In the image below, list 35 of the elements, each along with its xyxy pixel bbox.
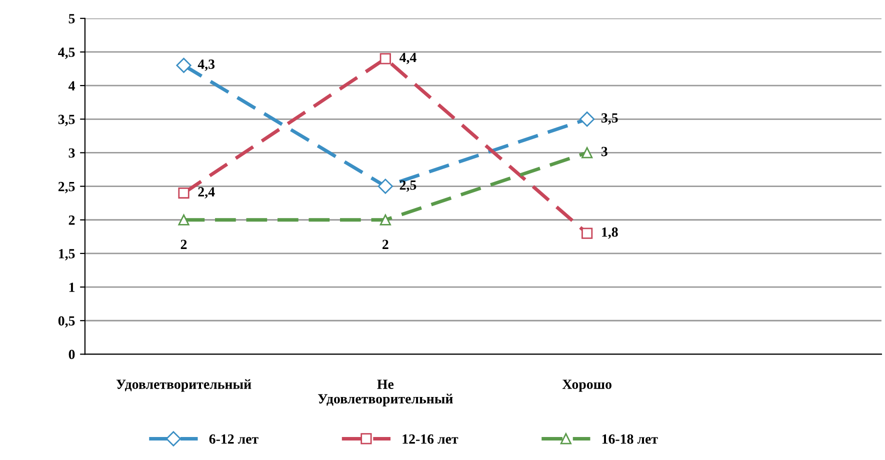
data-label: 4,3 bbox=[198, 60, 215, 71]
y-tick-label: 5 bbox=[68, 14, 75, 24]
legend-label: 12-16 лет bbox=[402, 434, 458, 444]
data-label: 3,5 bbox=[601, 113, 618, 125]
data-label: 1,8 bbox=[602, 227, 618, 239]
x-tick-label: Не Удовлетворительный bbox=[318, 380, 453, 406]
y-tick-label: 1 bbox=[69, 282, 75, 292]
x-tick-label: Удовлетворительный bbox=[116, 379, 252, 392]
point bbox=[378, 178, 393, 194]
point bbox=[582, 228, 593, 239]
legend-label: 6-12 лет bbox=[209, 434, 258, 444]
point bbox=[380, 53, 391, 64]
point bbox=[380, 214, 391, 226]
point bbox=[582, 147, 593, 158]
y-tick-label: 2 bbox=[68, 216, 75, 225]
y-tick-label: 3 bbox=[68, 148, 75, 158]
point bbox=[176, 58, 192, 73]
data-label: 2,4 bbox=[198, 187, 215, 199]
data-label: 4,4 bbox=[399, 52, 416, 64]
point bbox=[178, 187, 190, 199]
legend-label: 16-18 лет bbox=[602, 434, 658, 444]
y-tick-label: 3,5 bbox=[58, 114, 75, 126]
y-tick-label: 0,5 bbox=[58, 316, 75, 328]
y-tick-label: 0 bbox=[68, 350, 75, 360]
y-tick-label: 4,5 bbox=[58, 48, 75, 59]
y-tick-label: 2,5 bbox=[58, 182, 75, 194]
data-label: 2,5 bbox=[400, 180, 416, 192]
y-tick-label: 4 bbox=[68, 81, 75, 90]
point bbox=[178, 214, 190, 226]
data-label: 2 bbox=[180, 240, 187, 249]
x-tick-label: Хорошо bbox=[562, 380, 612, 392]
data-label: 2 bbox=[382, 240, 388, 249]
point bbox=[579, 112, 595, 127]
y-tick-label: 1,5 bbox=[58, 249, 75, 260]
data-label: 3 bbox=[601, 146, 608, 156]
